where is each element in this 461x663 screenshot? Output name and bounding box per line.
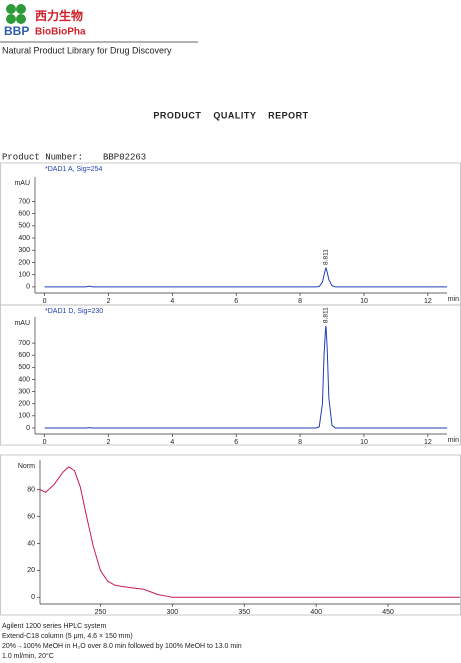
x-tick-label: 2 [107, 439, 111, 446]
x-tick-label: 6 [234, 439, 238, 446]
chart-title: *DAD1 A, Sig=254 [45, 166, 103, 173]
y-tick-label: 60 [27, 513, 35, 520]
peak-label: 8.811 [323, 249, 330, 265]
logo-en: BioBioPha [35, 27, 86, 38]
y-tick-label: 100 [18, 413, 30, 420]
x-tick-label: 8 [298, 298, 302, 305]
x-tick-label: 4 [170, 439, 174, 446]
y-tick-label: 700 [18, 340, 30, 347]
product-number-label: Product Number: [2, 152, 83, 162]
x-tick-label: 12 [424, 439, 432, 446]
logo-icon [6, 4, 26, 24]
footer-line: Extend-C18 column (5 μm, 4.6 × 150 mm) [2, 633, 133, 640]
x-tick-label: 0 [43, 298, 47, 305]
y-tick-label: 0 [26, 425, 30, 432]
x-tick-label: 6 [234, 298, 238, 305]
x-tick-label: 4 [170, 298, 174, 305]
product-number: BBP02263 [103, 152, 146, 162]
y-tick-label: 0 [31, 594, 35, 601]
peak-label: 8.811 [323, 307, 330, 323]
x-tick-label: 300 [166, 609, 178, 616]
y-tick-label: 40 [27, 540, 35, 547]
x-tick-label: 10 [360, 439, 368, 446]
chart-frame [0, 304, 461, 446]
x-tick-label: 12 [424, 298, 432, 305]
y-tick-label: 200 [18, 401, 30, 408]
x-tick-label: 250 [95, 609, 107, 616]
y-axis-label: mAU [14, 320, 30, 327]
y-tick-label: 300 [18, 388, 30, 395]
y-tick-label: 80 [27, 486, 35, 493]
y-tick-label: 500 [18, 223, 30, 230]
x-tick-label: 400 [310, 609, 322, 616]
y-tick-label: 20 [27, 567, 35, 574]
footer-line: 1.0 ml/min, 20°C [2, 652, 54, 660]
y-tick-label: 500 [18, 364, 30, 371]
y-tick-label: 300 [18, 247, 30, 254]
chart-title: *DAD1 D, Sig=230 [45, 308, 103, 315]
y-tick-label: 400 [18, 376, 30, 383]
y-tick-label: 700 [18, 198, 30, 205]
logo-cn: 西力生物 [35, 8, 83, 23]
x-axis-label: min [448, 437, 459, 444]
report-title: PRODUCT QUALITY REPORT [153, 110, 308, 120]
chart-frame [0, 162, 461, 306]
y-axis-label: mAU [14, 180, 30, 187]
logo-abbr: BBP [4, 24, 29, 38]
x-tick-label: 8 [298, 439, 302, 446]
tagline: Natural Product Library for Drug Discove… [2, 45, 172, 55]
footer-line: Agilent 1200 series HPLC system [2, 623, 106, 630]
chart-frame [0, 454, 461, 616]
y-tick-label: 0 [26, 284, 30, 291]
y-tick-label: 200 [18, 259, 30, 266]
x-tick-label: 2 [107, 298, 111, 305]
y-axis-label: Norm [18, 463, 35, 470]
data-line [44, 325, 447, 429]
y-tick-label: 100 [18, 272, 30, 279]
y-tick-label: 400 [18, 235, 30, 242]
x-axis-label: min [448, 296, 459, 303]
footer: Agilent 1200 series HPLC system Extend-C… [2, 623, 242, 660]
x-tick-label: 10 [360, 298, 368, 305]
x-tick-label: 350 [238, 609, 250, 616]
y-tick-label: 600 [18, 352, 30, 359]
data-line [39, 466, 460, 598]
x-tick-label: 450 [382, 609, 394, 616]
x-tick-label: 0 [43, 439, 47, 446]
data-line [44, 266, 447, 288]
footer-line: 20%→100% MeOH in H₂O over 8.0 min follow… [2, 643, 242, 650]
y-tick-label: 600 [18, 210, 30, 217]
